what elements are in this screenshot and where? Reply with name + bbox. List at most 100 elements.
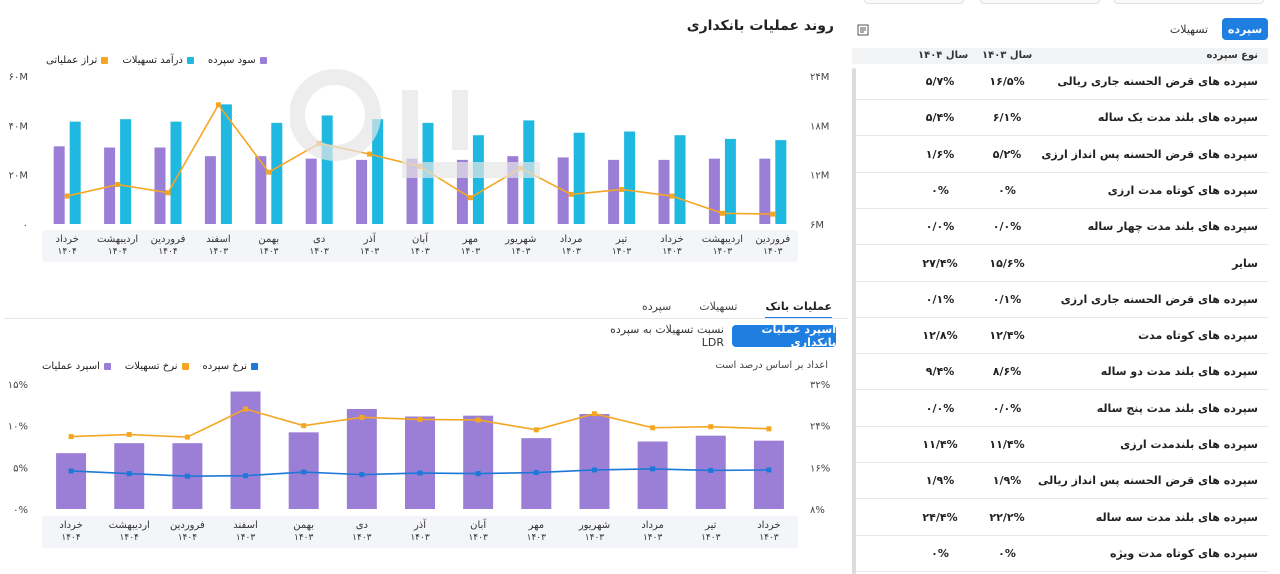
row-value-1403: ۱۲/۴%	[989, 329, 1025, 343]
x-tick-month: خرداد	[59, 520, 82, 531]
x-tick-year: ۱۴۰۳	[259, 247, 279, 257]
bar-1	[372, 119, 384, 224]
tab-deposits[interactable]: سپرده	[1222, 18, 1268, 40]
category-band	[42, 230, 798, 262]
row-type: سپرده های قرض الحسنه جاری ریالی	[1057, 75, 1258, 88]
bank-operations-panel: روند عملیات بانکداری سود سپرده درآمد تسه…	[4, 18, 848, 548]
line-point-2	[533, 470, 539, 476]
x-tick-month: مرداد	[560, 234, 583, 245]
legend-label: تراز عملیاتی	[46, 55, 98, 66]
x-tick-month: بهمن	[293, 520, 314, 531]
legend-item-loan-rate[interactable]: نرخ تسهیلات	[125, 361, 189, 372]
right-axis-tick: ۱۶%	[810, 463, 830, 474]
line-point-2	[766, 467, 772, 473]
x-tick-month: فروردین	[170, 520, 205, 531]
tab-facilities[interactable]: تسهیلات	[699, 300, 738, 313]
right-axis-tick: ۸%	[810, 505, 825, 516]
export-icon[interactable]	[857, 24, 869, 36]
x-tick-year: ۱۴۰۳	[527, 533, 547, 543]
legend-item-revenue[interactable]: درآمد تسهیلات	[122, 55, 194, 66]
table-row[interactable]: سپرده های بلند مدت سه ساله ۲۲/۲% ۲۴/۴%	[852, 500, 1268, 536]
table-header: نوع سپرده سال ۱۴۰۳ سال ۱۴۰۴	[852, 48, 1268, 64]
divider	[4, 318, 848, 319]
line-point-2	[165, 190, 171, 196]
line-point-2	[770, 211, 776, 217]
legend-label: اسپرد عملیات	[42, 361, 100, 372]
x-tick-year: ۱۴۰۳	[461, 247, 481, 257]
x-tick-year: ۱۴۰۳	[360, 247, 380, 257]
line-point-2	[359, 472, 365, 478]
table-row[interactable]: سایر ۱۵/۶% ۲۷/۴%	[852, 246, 1268, 282]
line-point-1	[591, 411, 597, 417]
line-point-1	[301, 423, 307, 429]
table-row[interactable]: سپرده های بلند مدت چهار ساله ۰/۰% ۰/۰%	[852, 209, 1268, 246]
purple-swatch-icon	[259, 57, 267, 64]
row-type: سپرده های بلندمدت ارزی	[1120, 438, 1258, 451]
line-point-2	[243, 473, 249, 479]
right-axis-tick: ۲۴M	[810, 72, 829, 83]
legend-label: سود سپرده	[207, 55, 256, 66]
legend-item-spread[interactable]: اسپرد عملیات	[42, 361, 111, 372]
scrollbar[interactable]	[852, 68, 856, 574]
table-row[interactable]: سپرده های قرض الحسنه پس انداز ارزی ۵/۲% ۱/…	[852, 137, 1268, 173]
bar-0	[579, 414, 610, 509]
tab-bank-operations[interactable]: عملیات بانک	[765, 300, 832, 319]
row-value-1404: ۱۱/۴%	[922, 438, 958, 451]
x-tick-month: اسفند	[233, 520, 257, 531]
row-value-1403: ۵/۲%	[992, 147, 1022, 161]
row-value-1403: ۱۶/۵%	[989, 75, 1025, 88]
x-tick-year: ۱۴۰۳	[713, 247, 733, 257]
row-value-1403: ۰%	[998, 546, 1016, 560]
tab-facilities[interactable]: تسهیلات	[1169, 22, 1209, 36]
x-tick-year: ۱۴۰۳	[643, 533, 663, 543]
header-1403[interactable]: سال ۱۴۰۳	[982, 50, 1033, 61]
header-type[interactable]: نوع سپرده	[1206, 50, 1258, 61]
tab-deposits[interactable]: سپرده	[641, 300, 672, 313]
row-type: سپرده های قرض الحسنه جاری ارزی	[1060, 292, 1258, 306]
row-value-1403: ۸/۶%	[992, 365, 1022, 379]
line-point-1	[126, 432, 132, 438]
table-row[interactable]: سپرده های بلندمدت ارزی ۱۱/۴% ۱۱/۴%	[852, 427, 1268, 463]
chart-note: اعداد بر اساس درصد است	[715, 360, 828, 371]
bar-1	[170, 121, 182, 224]
right-axis-tick: ۳۲%	[810, 380, 830, 391]
chart1-legend: سود سپرده درآمد تسهیلات تراز عملیاتی	[46, 55, 267, 66]
left-axis-tick: ۴۰M	[9, 121, 28, 132]
row-type: سپرده های بلند مدت پنج ساله	[1096, 401, 1258, 415]
spread-button[interactable]: اسپرد عملیات بانکداری	[732, 323, 836, 349]
table-row[interactable]: سپرده های بلند مدت پنج ساله ۰/۰% ۰/۰%	[852, 391, 1268, 427]
x-tick-month: اردیبهشت	[97, 234, 138, 245]
table-row[interactable]: سپرده های قرض الحسنه پس انداز ریالی ۱/۹% ۱…	[852, 463, 1268, 500]
x-tick-year: ۱۴۰۴	[61, 533, 81, 543]
bar-0	[637, 441, 668, 509]
row-value-1403: ۱۱/۴%	[989, 438, 1025, 451]
x-tick-month: تیر	[615, 234, 628, 245]
line-point-2	[266, 169, 272, 175]
x-tick-year: ۱۴۰۳	[294, 533, 314, 543]
legend-item-balance[interactable]: تراز عملیاتی	[46, 55, 109, 66]
line-point-2	[619, 186, 625, 192]
x-tick-year: ۱۴۰۳	[511, 247, 531, 257]
table-row[interactable]: سپرده های کوتاه مدت ۱۲/۴% ۱۲/۸%	[852, 318, 1268, 355]
legend-label: نرخ تسهیلات	[124, 361, 178, 372]
line-point-2	[367, 151, 373, 157]
table-row[interactable]: سپرده های قرض الحسنه جاری ارزی ۰/۱% ۰/۱%	[852, 282, 1268, 318]
row-value-1404: ۱/۶%	[925, 147, 955, 161]
header-1404[interactable]: سال ۱۴۰۴	[918, 50, 969, 61]
bar-1	[120, 119, 132, 224]
table-row[interactable]: سپرده های بلند مدت یک ساله ۶/۱% ۵/۴%	[852, 100, 1268, 137]
x-tick-year: ۱۴۰۳	[701, 533, 721, 543]
row-value-1404: ۵/۷%	[925, 75, 955, 88]
x-tick-month: اردیبهشت	[109, 520, 150, 531]
table-row[interactable]: سپرده های بلند مدت دو ساله ۸/۶% ۹/۴%	[852, 354, 1268, 391]
table-row[interactable]: سپرده های کوتاه مدت ویژه ۰% ۰%	[852, 536, 1268, 572]
row-value-1403: ۱۵/۶%	[989, 256, 1025, 270]
legend-item-profit[interactable]: سود سپرده	[208, 55, 267, 66]
row-value-1404: ۰/۰%	[925, 401, 955, 415]
table-row[interactable]: سپرده های کوتاه مدت ارزی ۰% ۰%	[852, 173, 1268, 209]
bar-0	[406, 158, 418, 224]
legend-item-deposit-rate[interactable]: نرخ سپرده	[203, 361, 259, 372]
table-row[interactable]: سپرده های قرض الحسنه جاری ریالی ۱۶/۵% ۵/۷%	[852, 64, 1268, 100]
ldr-button[interactable]: نسبت تسهیلات به سپرده LDR	[610, 323, 724, 349]
x-tick-year: ۱۴۰۳	[352, 533, 372, 543]
